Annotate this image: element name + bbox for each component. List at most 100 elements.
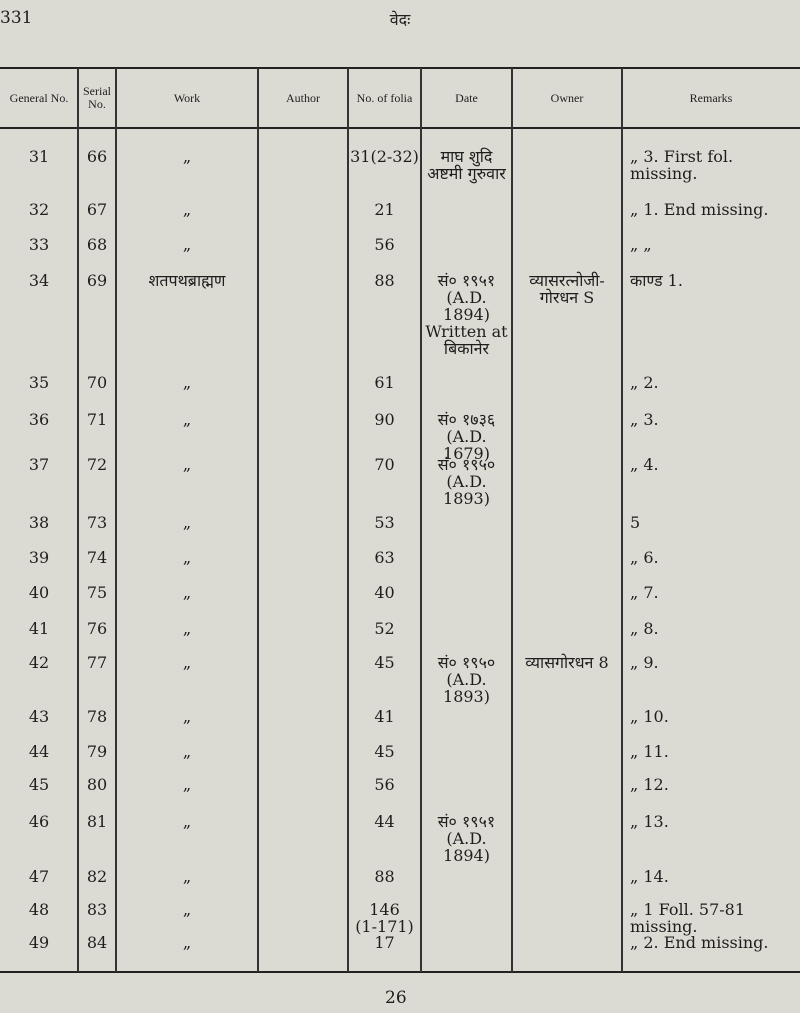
column-header-serial: Serial No. [83, 84, 111, 111]
cell-serial: 83 [86, 900, 108, 919]
cell-general: 40 [28, 583, 50, 602]
cell-folia: 88 [374, 867, 395, 886]
cell-work: „ [182, 742, 192, 761]
cell-remarks: „ 3. [630, 410, 659, 429]
column-divider [511, 68, 513, 972]
cell-date: सं० १९५० (A.D. 1893) [437, 455, 496, 508]
cell-folia: 17 [374, 933, 395, 952]
cell-serial: 67 [86, 200, 108, 219]
column-divider [115, 68, 117, 972]
cell-work: „ [182, 548, 192, 567]
column-header-folia: No. of folia [356, 90, 413, 105]
cell-general: 32 [28, 200, 50, 219]
cell-serial: 84 [86, 933, 108, 952]
cell-remarks: काण्ड 1. [630, 271, 683, 290]
column-header-date: Date [455, 90, 478, 105]
cell-remarks: „ 6. [630, 548, 659, 567]
cell-general: 44 [28, 742, 50, 761]
cell-date: सं० १९५० (A.D. 1893) [437, 653, 496, 706]
cell-work: „ [182, 900, 192, 919]
cell-folia: 53 [374, 513, 395, 532]
cell-work: „ [182, 619, 192, 638]
column-divider [257, 68, 259, 972]
footer-page-number: 26 [385, 988, 407, 1008]
cell-remarks: „ 11. [630, 742, 669, 761]
cell-folia: 45 [374, 653, 395, 672]
cell-general: 46 [28, 812, 50, 831]
cell-general: 48 [28, 900, 50, 919]
cell-work: „ [182, 410, 192, 429]
cell-general: 39 [28, 548, 50, 567]
cell-serial: 79 [86, 742, 108, 761]
cell-serial: 78 [86, 707, 108, 726]
cell-folia: 88 [374, 271, 395, 290]
table-bottom-rule [0, 971, 800, 973]
cell-serial: 74 [86, 548, 108, 567]
cell-work: „ [182, 147, 192, 166]
cell-folia: 63 [374, 548, 395, 567]
cell-folia: 41 [374, 707, 395, 726]
cell-folia: 31(2-32) [350, 147, 419, 166]
cell-folia: 61 [374, 373, 395, 392]
cell-remarks: „ 14. [630, 867, 669, 886]
cell-work: „ [182, 812, 192, 831]
cell-general: 42 [28, 653, 50, 672]
cell-work: „ [182, 373, 192, 392]
cell-general: 47 [28, 867, 50, 886]
cell-work: शतपथब्राह्मण [148, 271, 226, 290]
cell-serial: 72 [86, 455, 108, 474]
cell-folia: 56 [374, 775, 395, 794]
cell-work: „ [182, 867, 192, 886]
cell-remarks: „ 7. [630, 583, 659, 602]
cell-remarks: „ „ [630, 235, 652, 254]
cell-work: „ [182, 707, 192, 726]
cell-serial: 81 [86, 812, 108, 831]
running-head: वेदः [389, 10, 411, 29]
cell-general: 43 [28, 707, 50, 726]
cell-owner: व्यासरत्नोजी- गोरधन S [529, 271, 605, 307]
cell-remarks: 5 [630, 513, 641, 532]
header-bottom-rule [0, 127, 800, 129]
cell-general: 38 [28, 513, 50, 532]
cell-work: „ [182, 513, 192, 532]
cell-serial: 68 [86, 235, 108, 254]
cell-general: 33 [28, 235, 50, 254]
column-divider [77, 68, 79, 972]
cell-owner: व्यासगोरधन 8 [525, 653, 609, 672]
column-divider [347, 68, 349, 972]
cell-serial: 82 [86, 867, 108, 886]
cell-serial: 73 [86, 513, 108, 532]
cell-work: „ [182, 200, 192, 219]
cell-remarks: „ 1. End missing. [630, 200, 769, 219]
cell-folia: 146 (1-171) [355, 900, 414, 936]
cell-remarks: „ 2. End missing. [630, 933, 769, 952]
cell-remarks: „ 8. [630, 619, 659, 638]
cell-date: सं० १९५१ (A.D. 1894) Written at बिकानेर [425, 271, 508, 358]
cell-date: माघ शुदि अष्टमी गुरुवार [427, 147, 506, 183]
cell-remarks: „ 1 Foll. 57-81 missing. [630, 900, 746, 936]
cell-remarks: „ 3. First fol. missing. [630, 147, 734, 183]
table-top-rule [0, 67, 800, 69]
column-header-author: Author [286, 90, 320, 105]
column-header-remarks: Remarks [689, 90, 733, 105]
cell-serial: 80 [86, 775, 108, 794]
cell-serial: 76 [86, 619, 108, 638]
cell-work: „ [182, 583, 192, 602]
cell-serial: 77 [86, 653, 108, 672]
column-divider [621, 68, 623, 972]
cell-serial: 71 [86, 410, 108, 429]
cell-general: 34 [28, 271, 50, 290]
cell-general: 36 [28, 410, 50, 429]
cell-folia: 90 [374, 410, 395, 429]
cell-serial: 69 [86, 271, 108, 290]
cell-serial: 70 [86, 373, 108, 392]
cell-work: „ [182, 933, 192, 952]
cell-general: 35 [28, 373, 50, 392]
cell-general: 37 [28, 455, 50, 474]
cell-folia: 21 [374, 200, 395, 219]
cell-remarks: „ 10. [630, 707, 669, 726]
cell-work: „ [182, 653, 192, 672]
cell-remarks: „ 2. [630, 373, 659, 392]
cell-work: „ [182, 235, 192, 254]
